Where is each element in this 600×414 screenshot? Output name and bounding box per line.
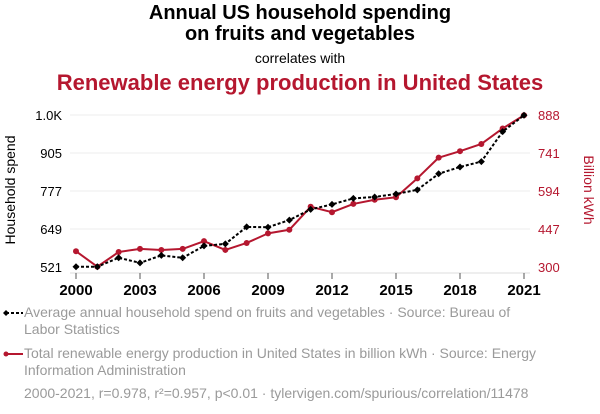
data-point-household-spend (179, 254, 187, 262)
chart-title-line2: on fruits and vegetables (184, 23, 416, 45)
dashed-diamond-marker-icon (3, 310, 23, 316)
left-tick-label: 1.0K (35, 108, 62, 123)
left-axis-ticks: 521 649 777 905 1.0K (35, 108, 62, 275)
data-point-renewable-energy (73, 248, 79, 255)
right-tick-label: 300 (538, 260, 560, 275)
data-point-renewable-energy (243, 239, 250, 246)
series-line-renewable-energy (75, 114, 525, 268)
data-point-renewable-energy (222, 246, 229, 253)
data-point-household-spend (115, 254, 123, 262)
legend-label-household-spend: Average annual household spend on fruits… (24, 304, 511, 337)
data-point-household-spend (243, 223, 251, 231)
right-tick-label: 888 (538, 108, 560, 123)
data-point-household-spend (371, 193, 379, 201)
right-tick-label: 447 (538, 222, 560, 237)
data-point-household-spend (456, 163, 464, 171)
x-tick-label: 2015 (379, 282, 412, 299)
left-tick-label: 649 (40, 222, 62, 237)
chart-title-line1: Annual US household spending (148, 2, 452, 24)
data-point-household-spend (157, 251, 165, 259)
chart-subtitle: correlates with (254, 50, 346, 66)
data-point-renewable-energy (201, 238, 207, 245)
x-tick-label: 2021 (507, 282, 540, 299)
data-point-household-spend (499, 128, 507, 136)
data-point-renewable-energy (179, 245, 186, 252)
right-axis-title: Billion kWh (581, 155, 597, 224)
data-point-renewable-energy (350, 200, 357, 207)
solid-circle-marker-icon (3, 351, 23, 357)
data-point-household-spend (72, 263, 80, 271)
left-axis-title: Household spend (2, 136, 18, 245)
legend-label-renewable-energy: Total renewable energy production in Uni… (24, 345, 537, 378)
data-point-household-spend (136, 259, 144, 267)
data-point-household-spend (435, 170, 443, 178)
data-point-renewable-energy (414, 175, 421, 182)
right-tick-label: 741 (538, 146, 560, 161)
data-point-household-spend (93, 263, 101, 271)
x-tick-label: 2000 (59, 282, 92, 299)
left-tick-label: 777 (40, 184, 62, 199)
data-point-renewable-energy (265, 230, 271, 237)
data-point-household-spend (413, 186, 421, 194)
data-point-household-spend (520, 111, 528, 119)
x-tick-label: 2012 (315, 282, 348, 299)
left-tick-label: 905 (40, 146, 62, 161)
series-household-spend (72, 111, 528, 271)
data-point-renewable-energy (329, 209, 335, 216)
data-point-renewable-energy (478, 140, 485, 147)
left-tick-label: 521 (40, 260, 62, 275)
x-tick-label: 2003 (123, 282, 156, 299)
data-point-household-spend (328, 200, 336, 208)
data-point-renewable-energy (286, 226, 293, 233)
x-axis-ticks: 2000 2003 2006 2009 2012 2015 2018 2021 (59, 273, 541, 299)
right-tick-label: 594 (538, 184, 560, 199)
footer-stats: 2000-2021, r=0.978, r²=0.957, p<0.01 · t… (24, 385, 529, 401)
data-point-household-spend (307, 205, 315, 213)
data-point-renewable-energy (115, 249, 122, 256)
gridlines (70, 114, 530, 230)
series-line-household-spend (76, 114, 525, 268)
chart-title-secondary: Renewable energy production in United St… (56, 70, 544, 95)
x-tick-label: 2006 (187, 282, 220, 299)
data-point-household-spend (285, 216, 293, 224)
data-point-renewable-energy (435, 154, 442, 161)
data-point-household-spend (349, 194, 357, 202)
data-point-household-spend (200, 242, 208, 250)
right-axis-ticks: 300 447 594 741 888 (538, 108, 560, 275)
data-point-household-spend (392, 190, 400, 198)
data-point-household-spend (221, 240, 229, 248)
data-point-household-spend (264, 223, 272, 231)
data-point-renewable-energy (158, 246, 165, 253)
data-point-renewable-energy (137, 245, 143, 252)
x-tick-label: 2009 (251, 282, 284, 299)
x-tick-label: 2018 (443, 282, 476, 299)
data-point-household-spend (477, 158, 485, 166)
data-point-renewable-energy (457, 148, 463, 155)
